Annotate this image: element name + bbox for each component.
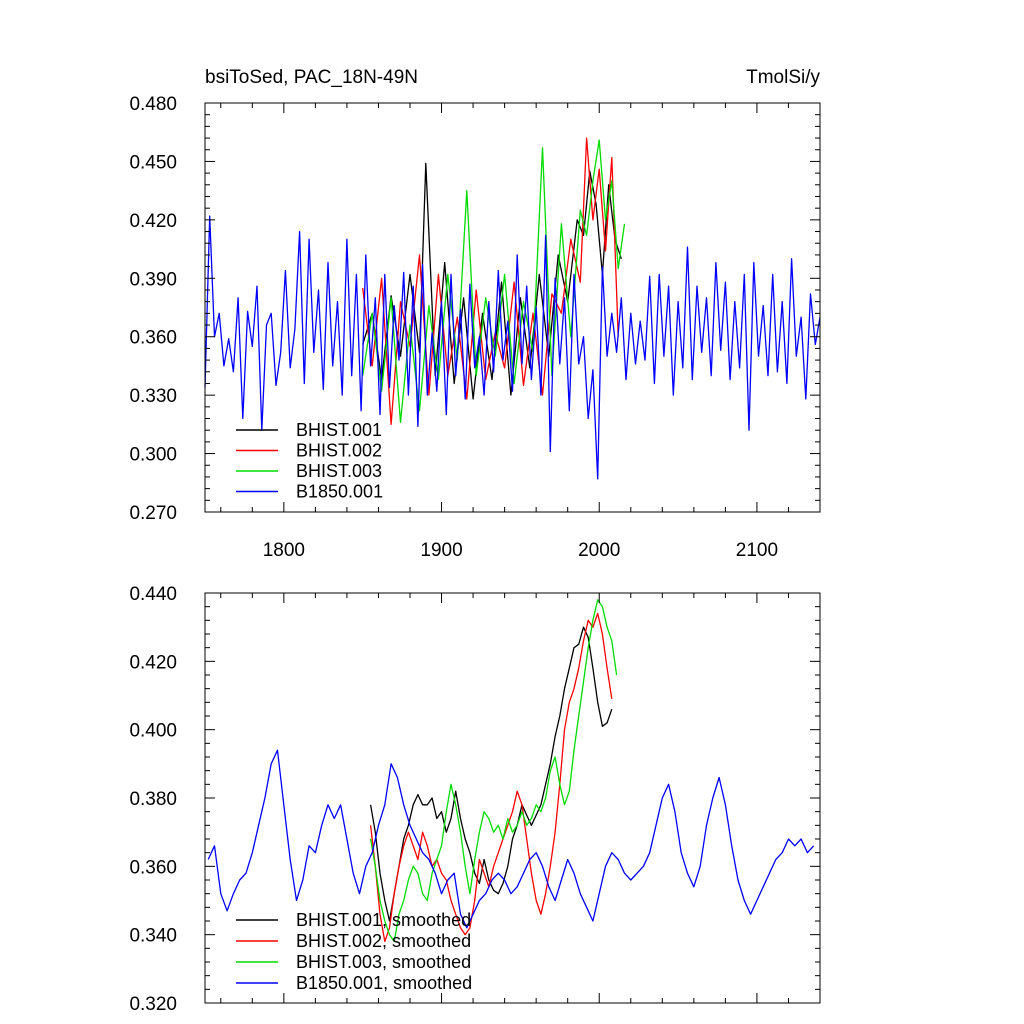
series-line-b1850-001 <box>207 749 815 929</box>
series-line-bhist-001 <box>369 626 613 922</box>
series-line-bhist-003 <box>369 599 618 943</box>
header-units: TmolSi/y <box>746 67 820 88</box>
legend-label: BHIST.003 <box>296 461 382 481</box>
legend-label: B1850.001, smoothed <box>296 973 472 993</box>
header-variable-region: bsiToSed, PAC_18N-49N <box>205 67 418 88</box>
x-tick-label: 1900 <box>420 540 462 561</box>
y-tick-label: 0.450 <box>129 152 177 173</box>
y-tick-label: 0.420 <box>129 652 177 673</box>
legend-label: BHIST.003, smoothed <box>296 952 471 972</box>
y-tick-label: 0.340 <box>129 926 177 947</box>
plot-frame <box>204 102 821 513</box>
y-tick-label: 0.420 <box>129 211 177 232</box>
y-tick-label: 0.480 <box>129 94 177 115</box>
legend-label: BHIST.002 <box>296 441 382 461</box>
series-line-bhist-002 <box>362 137 619 426</box>
x-tick-label: 2000 <box>578 540 620 561</box>
series-line-bhist-002 <box>369 612 613 943</box>
y-tick-label: 0.380 <box>129 789 177 810</box>
y-tick-label: 0.400 <box>129 721 177 742</box>
y-tick-label: 0.360 <box>129 328 177 349</box>
y-tick-label: 0.270 <box>129 503 177 524</box>
y-tick-label: 0.360 <box>129 857 177 878</box>
legend-label: BHIST.001 <box>296 420 382 440</box>
series-line-bhist-001 <box>362 162 622 400</box>
series-line-b1850-001 <box>204 215 821 480</box>
y-tick-label: 0.330 <box>129 386 177 407</box>
y-tick-label: 0.390 <box>129 269 177 290</box>
y-tick-label: 0.320 <box>129 994 177 1015</box>
bottom-panel-smoothed: 0.320 0.340 0.360 0.380 0.400 0.420 0.440 BHIST… <box>129 584 821 1015</box>
top-panel-raw: 0.270 0.300 0.330 0.360 0.390 0.420 0.450 0.480… <box>129 94 821 561</box>
y-tick-label: 0.440 <box>129 584 177 605</box>
x-tick-label: 2100 <box>736 540 778 561</box>
legend-label: B1850.001 <box>296 482 383 502</box>
series-line-bhist-003 <box>362 139 626 424</box>
legend-label: BHIST.001, smoothed <box>296 910 471 930</box>
y-tick-label: 0.300 <box>129 445 177 466</box>
legend-label: BHIST.002, smoothed <box>296 931 471 951</box>
x-tick-label: 1800 <box>263 540 305 561</box>
